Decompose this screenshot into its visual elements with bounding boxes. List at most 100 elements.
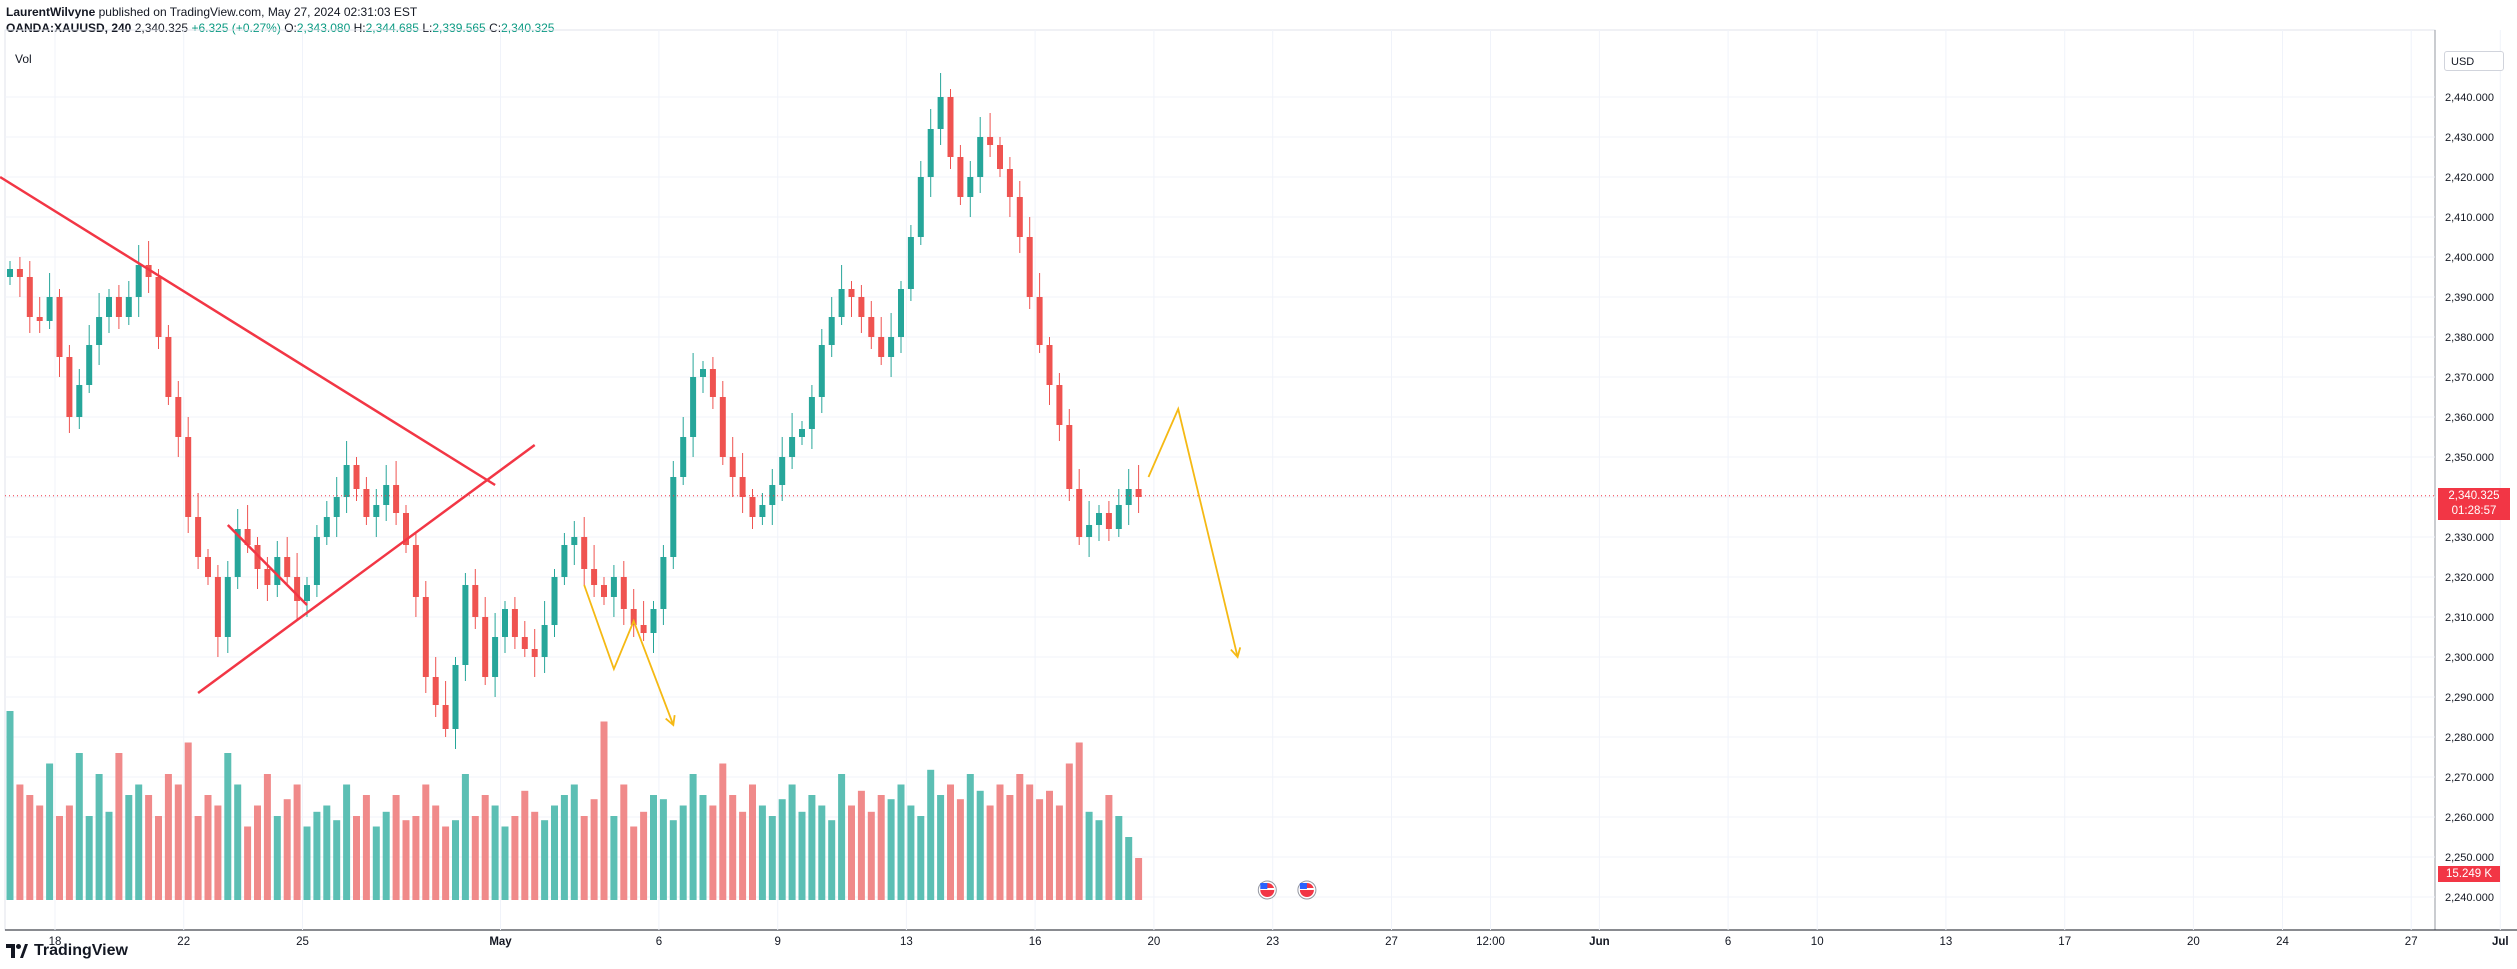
candle-body	[660, 557, 667, 609]
volume-bar	[125, 795, 133, 900]
current-price-tag: 2,340.325 01:28:57	[2438, 488, 2510, 520]
candle-body	[610, 577, 617, 597]
candle-body	[165, 337, 172, 397]
volume-legend[interactable]: Vol	[15, 52, 32, 66]
volume-bar	[56, 816, 63, 900]
descending-trendline	[0, 175, 496, 487]
x-tick-label: 25	[296, 936, 309, 948]
candle-body	[601, 585, 607, 597]
y-tick-label: 2,280.000	[2445, 732, 2494, 744]
y-tick-label: 2,290.000	[2445, 692, 2494, 704]
volume-bar	[620, 784, 628, 900]
volume-bar	[313, 811, 321, 900]
candle-body	[452, 665, 459, 729]
candle-body	[640, 625, 647, 633]
volume-bar	[214, 805, 222, 900]
candle-body	[927, 129, 934, 177]
candle-body	[531, 649, 538, 657]
candle-body	[709, 369, 716, 397]
candle-body	[799, 429, 805, 437]
volume-bar	[362, 795, 370, 900]
x-tick-label: 27	[1385, 936, 1398, 948]
candle-body	[1026, 237, 1033, 297]
volume-bar	[105, 811, 113, 900]
volume-bar	[491, 805, 499, 900]
projection-left-head	[665, 714, 676, 727]
candle-body	[1066, 425, 1073, 489]
candle-body	[185, 437, 192, 517]
symbol-label[interactable]: OANDA:XAUUSD, 240	[6, 21, 132, 35]
projection-right	[1147, 406, 1239, 658]
candle-body	[1135, 489, 1142, 497]
ohlc-line: OANDA:XAUUSD, 240 2,340.325 +6.325 (+0.2…	[6, 20, 554, 36]
candle-body	[888, 337, 895, 357]
volume-bar	[689, 774, 697, 900]
candle-body	[759, 505, 766, 517]
y-tick-label: 2,360.000	[2445, 412, 2494, 424]
currency-selector[interactable]: USD	[2444, 51, 2504, 71]
volume-bar	[531, 811, 539, 900]
volume-bar	[610, 816, 618, 900]
candle-body	[571, 537, 578, 545]
volume-bar	[600, 721, 608, 900]
volume-bar	[669, 820, 677, 900]
candle-body	[769, 485, 776, 505]
candle-body	[838, 289, 845, 317]
volume-bar	[857, 790, 865, 900]
candle-body	[115, 297, 122, 317]
close-label: C:	[489, 21, 502, 35]
volume-bar	[263, 774, 271, 900]
volume-bar	[838, 774, 846, 900]
event-flag-canton	[1299, 883, 1307, 889]
candle-body	[472, 585, 479, 617]
candle-body	[878, 337, 885, 357]
y-tick-label: 2,370.000	[2445, 372, 2494, 384]
x-tick-label: 18	[49, 936, 62, 948]
volume-bar	[897, 784, 905, 900]
open-label: O:	[284, 21, 297, 35]
candle-body	[898, 289, 904, 337]
tradingview-logo-icon	[6, 944, 28, 958]
volume-bar	[788, 784, 796, 900]
x-tick-label: May	[489, 936, 512, 948]
x-tick-label: Jun	[1589, 936, 1609, 948]
candle-body	[492, 637, 499, 677]
volume-bar	[877, 795, 885, 900]
candle-body	[1125, 489, 1132, 505]
volume-bar	[481, 795, 489, 900]
volume-bar	[521, 790, 529, 900]
candle-body	[383, 485, 390, 505]
volume-bar	[115, 753, 123, 900]
low-label: L:	[422, 21, 433, 35]
candle-body	[1086, 525, 1093, 537]
volume-bar	[1026, 784, 1034, 900]
tradingview-footer[interactable]: TradingView	[6, 942, 128, 960]
candle-body	[422, 597, 429, 677]
volume-bar	[551, 805, 558, 900]
volume-bar	[135, 784, 143, 900]
author-name[interactable]: LaurentWilvyne	[6, 5, 96, 19]
y-tick-label: 2,380.000	[2445, 332, 2494, 344]
volume-bar	[293, 784, 301, 900]
candle-body	[680, 437, 687, 477]
x-tick-label: 16	[1029, 936, 1042, 948]
candle-body	[937, 97, 944, 129]
candle-body	[313, 537, 320, 585]
candle-body	[442, 705, 449, 729]
volume-bar	[937, 795, 945, 900]
candle-body	[789, 437, 796, 457]
candle-body	[432, 677, 439, 705]
x-tick-label: 22	[177, 936, 190, 948]
candle-body	[106, 297, 112, 317]
volume-bar	[828, 820, 836, 900]
candle-body	[1006, 169, 1013, 197]
x-tick-label: 12:00	[1476, 936, 1505, 948]
open-value: 2,343.080	[296, 21, 351, 35]
volume-bar	[630, 826, 638, 900]
candle-body	[244, 529, 251, 545]
current-price-value: 2,340.325	[2448, 490, 2500, 502]
candle-body	[274, 557, 281, 585]
volume-bar	[966, 774, 974, 900]
close-value: 2,340.325	[501, 21, 555, 35]
